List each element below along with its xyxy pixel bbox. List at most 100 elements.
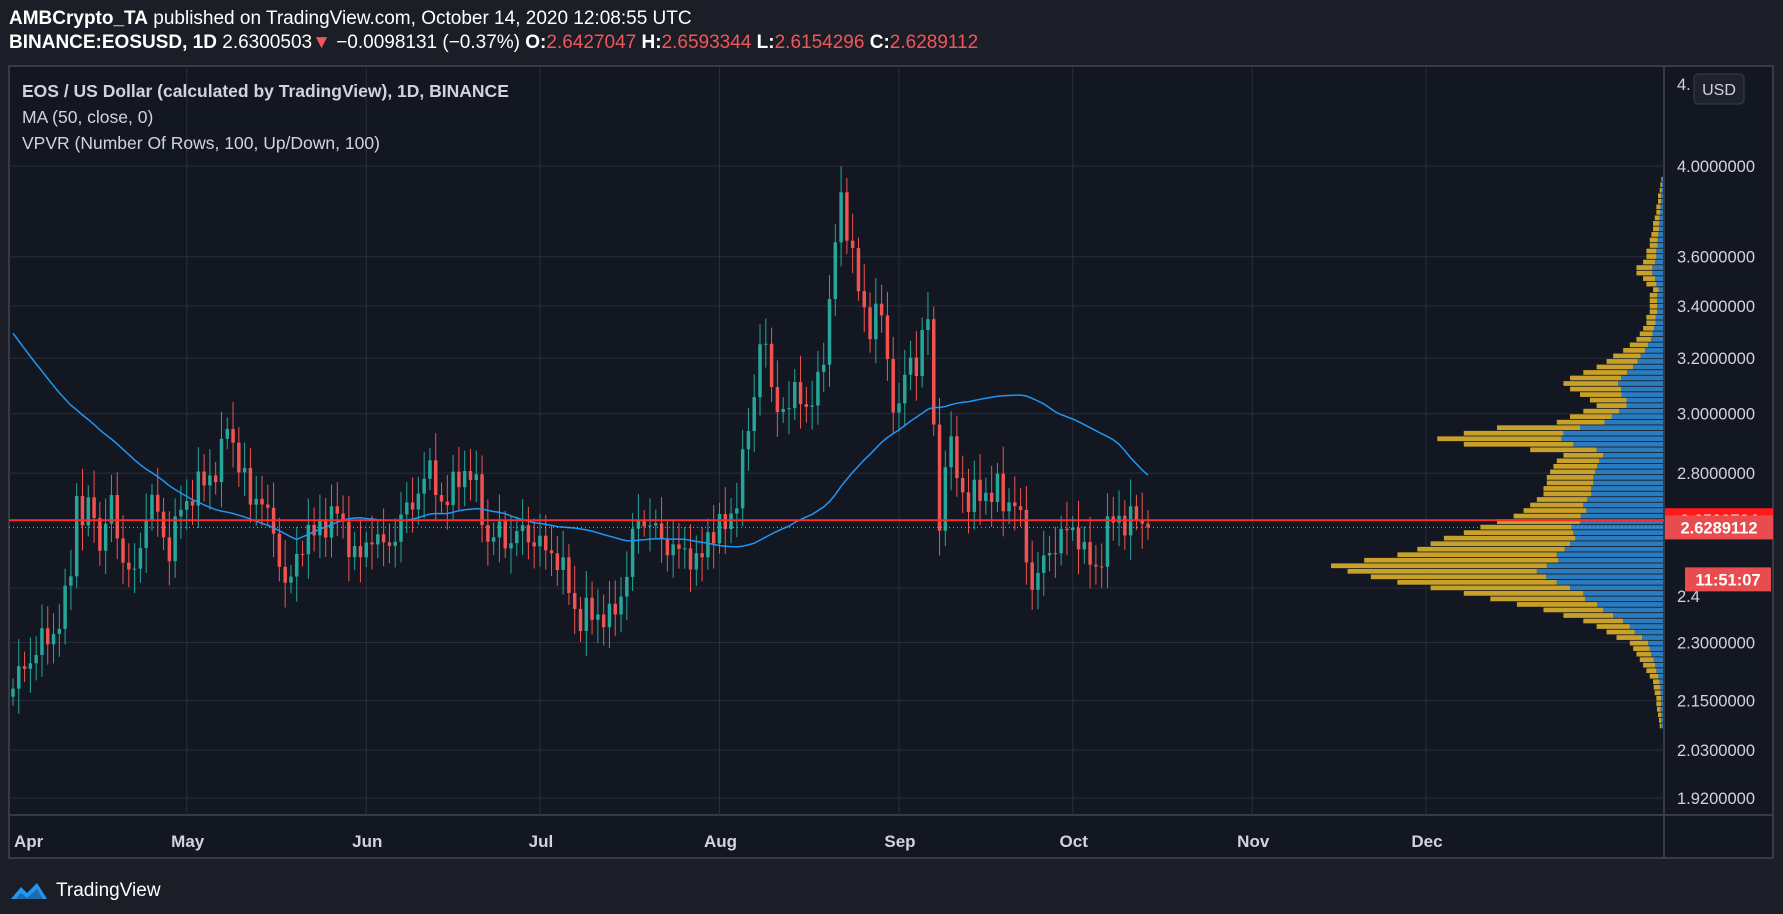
vp-up-bar: [1657, 292, 1663, 298]
vp-up-bar: [1580, 425, 1663, 431]
vp-down-bar: [1633, 646, 1650, 651]
vp-down-bar: [1646, 254, 1657, 259]
candle-body: [179, 509, 183, 517]
symbol-label[interactable]: BINANCE:EOSUSD, 1D: [9, 32, 217, 53]
x-tick-label: Jun: [352, 832, 382, 851]
vp-up-bar: [1586, 508, 1663, 513]
vp-up-bar: [1661, 187, 1663, 193]
x-tick-label: Dec: [1411, 832, 1442, 851]
candle-body: [665, 538, 670, 556]
time-axis[interactable]: Apr May Jun Jul Aug Sep Oct Nov Dec: [14, 832, 1443, 851]
vp-up-bar: [1570, 541, 1663, 547]
vp-up-bar: [1583, 591, 1663, 596]
candle-body: [1070, 527, 1075, 531]
candle-body: [242, 467, 247, 473]
vp-up-bar: [1655, 276, 1663, 281]
price-axis[interactable]: 4.0000000 3.6000000 3.4000000 3.2000000 3.00…: [1677, 76, 1755, 808]
candle-body: [144, 520, 148, 549]
vp-up-bar: [1661, 712, 1663, 718]
vp-up-bar: [1657, 309, 1663, 315]
candle-body: [798, 382, 803, 405]
vp-up-bar: [1595, 469, 1663, 475]
candle-body: [567, 557, 571, 593]
vp-up-bar: [1656, 248, 1663, 254]
legend-ma[interactable]: MA (50, close, 0): [22, 107, 153, 127]
footer-brand[interactable]: TradingView: [56, 880, 161, 901]
candle-body: [688, 548, 693, 570]
vp-down-bar: [1649, 292, 1658, 298]
vp-down-bar: [1583, 618, 1624, 624]
candle-body: [457, 471, 461, 488]
countdown-bg: [1685, 567, 1771, 592]
candle-body: [358, 546, 363, 558]
candle-body: [1024, 509, 1029, 563]
candle-body: [69, 576, 73, 586]
candle-body: [1105, 516, 1110, 567]
candle-body: [908, 357, 913, 375]
last-price: 2.6300503: [222, 32, 313, 53]
vp-up-bar: [1611, 414, 1663, 420]
candle-body: [781, 409, 785, 413]
candle-body: [208, 475, 212, 486]
candle-body: [439, 495, 444, 502]
candle-body: [167, 537, 172, 562]
vp-down-bar: [1658, 198, 1662, 204]
candle-body: [1076, 527, 1081, 550]
candle-body: [642, 521, 646, 527]
vp-up-bar: [1662, 176, 1663, 182]
candle-body: [619, 596, 623, 615]
vp-down-bar: [1347, 568, 1537, 574]
vp-down-bar: [1649, 243, 1658, 248]
candle-body: [1065, 528, 1069, 531]
candle-body: [121, 538, 125, 563]
candle-body: [231, 428, 235, 443]
vp-down-bar: [1437, 436, 1562, 442]
vp-up-bar: [1661, 723, 1663, 729]
author-name[interactable]: AMBCrypto_TA: [9, 8, 148, 29]
candle-body: [103, 523, 108, 551]
vp-down-bar: [1653, 679, 1660, 685]
candle-body: [486, 525, 490, 542]
candle-body: [740, 449, 745, 509]
vp-up-bar: [1659, 215, 1663, 221]
vp-up-bar: [1575, 535, 1663, 541]
candle-body: [532, 542, 536, 547]
ohlc-line: BINANCE:EOSUSD, 1D 2.6300503▼ −0.0098131…: [9, 31, 978, 55]
candle-body: [932, 319, 936, 425]
vp-up-bar: [1648, 640, 1663, 646]
currency-badge[interactable]: [1693, 73, 1745, 105]
vp-down-bar: [1463, 441, 1574, 447]
vp-up-bar: [1613, 613, 1663, 618]
legend-vpvr[interactable]: VPVR (Number Of Rows, 100, Up/Down, 100): [22, 133, 380, 153]
vp-up-bar: [1642, 635, 1663, 640]
vp-up-bar: [1655, 662, 1663, 668]
vp-up-bar: [1536, 568, 1663, 574]
vp-down-bar: [1661, 176, 1663, 182]
vp-up-bar: [1660, 690, 1663, 696]
y-tick-label-partial: 2.4: [1677, 588, 1700, 606]
candle-body: [839, 192, 843, 243]
candle-body: [1036, 572, 1040, 590]
candle-body: [51, 633, 56, 645]
legend-title[interactable]: EOS / US Dollar (calculated by TradingVi…: [22, 81, 509, 101]
candle-body: [538, 535, 542, 547]
vp-down-bar: [1643, 325, 1655, 331]
last-close-label-bg: [1665, 515, 1773, 540]
vp-down-bar: [1636, 651, 1652, 657]
vp-up-bar: [1661, 182, 1663, 188]
vp-down-bar: [1649, 298, 1658, 304]
vp-down-bar: [1646, 314, 1656, 320]
y-tick-label: 2.8000000: [1677, 465, 1755, 483]
candle-body: [590, 597, 594, 620]
low-value: 2.6154296: [774, 32, 865, 53]
candles: [11, 166, 1150, 714]
vp-up-bar: [1573, 530, 1663, 535]
publish-info: published on TradingView.com, October 14…: [153, 8, 692, 29]
candle-body: [329, 506, 334, 538]
vp-down-bar: [1653, 287, 1659, 293]
candle-body: [903, 374, 907, 404]
vp-up-bar: [1597, 463, 1663, 469]
high-label: H:: [641, 32, 662, 53]
